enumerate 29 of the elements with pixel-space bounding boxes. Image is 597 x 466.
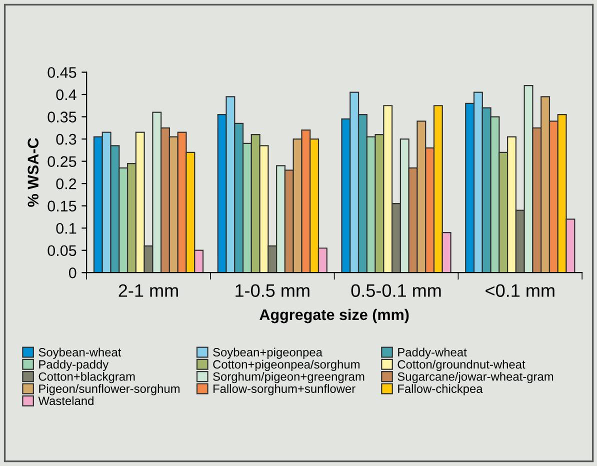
x-tick-label: 1-0.5 mm <box>236 284 310 297</box>
y-tick-label: 0.2 <box>56 178 76 190</box>
y-tick-label: 0.45 <box>48 67 76 78</box>
legend-label: Cotton+pigeonpea/sorghum <box>213 360 360 371</box>
y-axis-title: % WSA-C <box>28 138 39 207</box>
y-tick-label: 0.15 <box>48 200 76 212</box>
y-tick-label: 0.35 <box>48 112 76 122</box>
legend-label: Pigeon/sunflower-sorghum <box>39 384 180 396</box>
legend-label: Cotton+blackgram <box>38 372 135 384</box>
y-tick-label: 0.3 <box>56 134 76 145</box>
legend-label: Wasteland <box>38 396 94 406</box>
x-tick-label: 0.5-0.1 mm <box>351 284 441 297</box>
x-tick-label: 2-1 mm <box>118 284 178 297</box>
legend-label: Fallow-sorghum+sunflower <box>214 384 356 396</box>
legend-label: Sugarcane/jowar-wheat-gram <box>398 372 554 384</box>
legend-label: Soybean+pigeonpea <box>213 348 322 359</box>
y-tick-label: 0 <box>68 267 76 278</box>
x-axis-title: Aggregate size (mm) <box>260 308 409 324</box>
y-tick-label: 0.4 <box>56 89 76 100</box>
legend-label: Cotton/groundnut-wheat <box>398 360 526 371</box>
y-tick-label: 0.05 <box>48 245 76 256</box>
legend-label: Fallow-chickpea <box>398 384 483 396</box>
y-tick-label: 0.25 <box>48 156 76 167</box>
legend-label: Sorghum/pigeon+greengram <box>213 372 364 384</box>
x-tick-label: <0.1 mm <box>486 284 554 297</box>
legend-label: Soybean-wheat <box>38 348 122 359</box>
y-tick-label: 0.1 <box>56 222 76 234</box>
legend-label: Paddy-paddy <box>39 360 109 371</box>
legend-label: Paddy-wheat <box>398 348 467 359</box>
